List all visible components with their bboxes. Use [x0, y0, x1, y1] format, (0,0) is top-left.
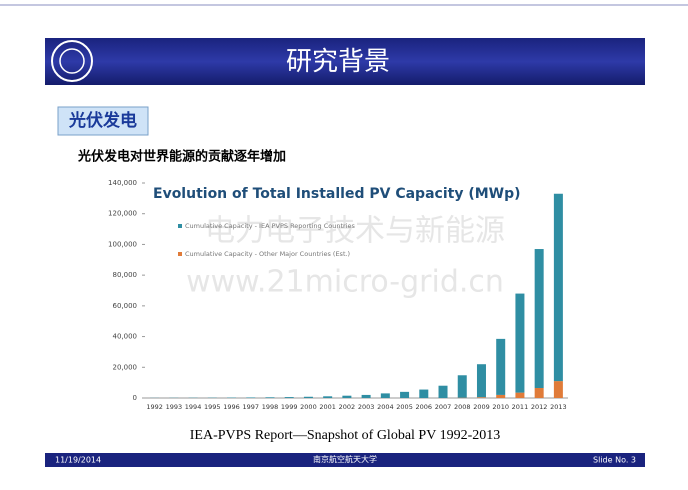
x-tick-label: 2002 [339, 403, 356, 411]
bar [246, 397, 255, 398]
x-tick-label: 2003 [358, 403, 375, 411]
y-tick-label: 0 [133, 394, 137, 402]
y-tick-label: 120,000 [108, 210, 137, 218]
x-tick-label: 2000 [300, 403, 317, 411]
bar [362, 395, 371, 398]
x-tick-label: 1996 [223, 403, 240, 411]
legend-swatch [178, 224, 182, 228]
x-tick-label: 1997 [242, 403, 259, 411]
x-tick-label: 1995 [204, 403, 221, 411]
x-tick-label: 2008 [454, 403, 471, 411]
bar [342, 396, 351, 398]
legend-swatch [178, 252, 182, 256]
x-tick-label: 2006 [416, 403, 433, 411]
x-tick-label: 1992 [146, 403, 163, 411]
bar [496, 339, 505, 395]
bar [265, 397, 274, 398]
x-tick-label: 1998 [262, 403, 279, 411]
bar [554, 381, 563, 398]
x-tick-label: 1993 [166, 403, 183, 411]
y-tick-label: 20,000 [113, 363, 138, 371]
bar [400, 392, 409, 398]
y-tick-label: 80,000 [113, 271, 138, 279]
y-tick-label: 60,000 [113, 302, 138, 310]
x-tick-label: 2004 [377, 403, 394, 411]
x-tick-label: 2012 [531, 403, 548, 411]
x-tick-label: 2013 [550, 403, 567, 411]
subtitle: 光伏发电对世界能源的贡献逐年增加 [77, 149, 286, 165]
bar [535, 388, 544, 398]
bar [439, 386, 448, 398]
x-tick-label: 1994 [185, 403, 202, 411]
bar [323, 396, 332, 398]
tag: 光伏发电 [68, 110, 137, 131]
watermark: www.21micro-grid.cn [186, 265, 504, 300]
y-tick-label: 100,000 [108, 240, 137, 248]
slide-title: 研究背景 [286, 47, 390, 77]
bar [381, 393, 390, 398]
caption: IEA-PVPS Report—Snapshot of Global PV 19… [190, 428, 500, 443]
bar [458, 375, 467, 397]
x-tick-label: 2009 [473, 403, 490, 411]
bar [285, 397, 294, 398]
bar [419, 390, 428, 398]
x-tick-label: 1999 [281, 403, 298, 411]
footer-date: 11/19/2014 [55, 456, 101, 465]
legend-label: Cumulative Capacity - Other Major Countr… [185, 250, 350, 258]
bar [477, 364, 486, 397]
watermark: 电力电子技术与新能源 [205, 214, 505, 249]
footer-school: 南京航空航天大学 [313, 454, 377, 464]
x-tick-label: 2001 [319, 403, 336, 411]
y-tick-label: 140,000 [108, 179, 137, 187]
bar [535, 249, 544, 388]
y-tick-label: 40,000 [113, 333, 138, 341]
chart-title: Evolution of Total Installed PV Capacity… [153, 186, 521, 202]
legend-label: Cumulative Capacity - IEA PVPS Reporting… [185, 222, 356, 230]
x-tick-label: 2007 [435, 403, 452, 411]
bar [304, 397, 313, 398]
footer-slide-no: Slide No. 3 [593, 456, 636, 465]
x-tick-label: 2010 [492, 403, 509, 411]
x-tick-label: 2011 [512, 403, 529, 411]
bar [515, 393, 524, 398]
x-tick-label: 2005 [396, 403, 413, 411]
bar [496, 395, 505, 398]
bar [554, 194, 563, 381]
bar [515, 294, 524, 393]
bar [477, 397, 486, 398]
